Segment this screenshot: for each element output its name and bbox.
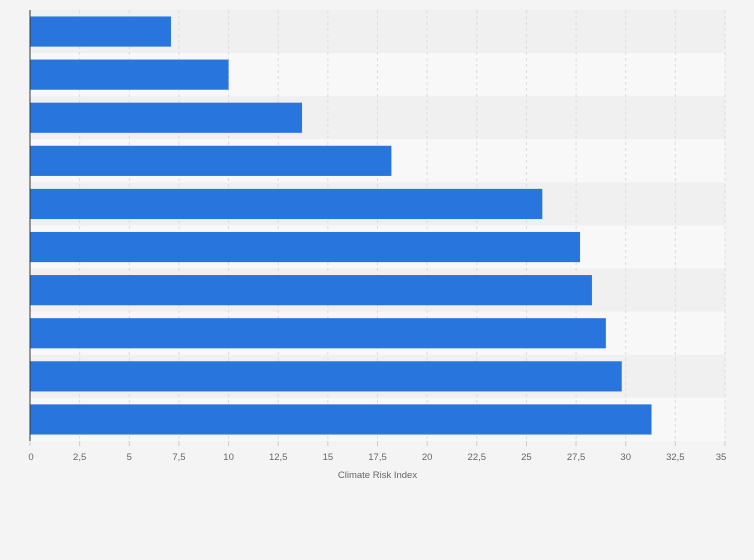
x-tick-label: 0 [28,452,33,463]
bar[interactable] [30,361,622,392]
gridlines [29,10,726,446]
x-tick-label: 12,5 [269,452,288,463]
bar[interactable] [30,404,652,435]
x-axis-tick-labels: 0 2,5 5 7,5 10 12,5 15 17,5 20 22,5 25 27,5 30 32,5 35 [28,452,726,463]
x-tick-label: 15 [323,452,334,463]
x-axis-title: Climate Risk Index [338,470,417,481]
x-tick-label: 7,5 [172,452,185,463]
x-tick-label: 10 [223,452,234,463]
bar[interactable] [30,275,592,306]
x-tick-label: 2,5 [73,452,86,463]
bar[interactable] [30,318,606,349]
bars [30,16,652,435]
x-tick-label: 20 [422,452,433,463]
bar[interactable] [30,102,303,133]
x-tick-label: 35 [716,452,727,463]
x-tick-label: 17,5 [368,452,387,463]
bar[interactable] [30,16,171,47]
x-tick-label: 30 [620,452,631,463]
bar[interactable] [30,231,581,263]
x-tick-label: 25 [521,452,532,463]
x-tick-label: 5 [127,452,132,463]
bar[interactable] [30,145,392,176]
bar[interactable] [30,188,543,220]
x-tick-label: 27,5 [567,452,586,463]
x-tick-label: 22,5 [468,452,487,463]
bar[interactable] [30,59,229,90]
x-tick-label: 32,5 [666,452,685,463]
